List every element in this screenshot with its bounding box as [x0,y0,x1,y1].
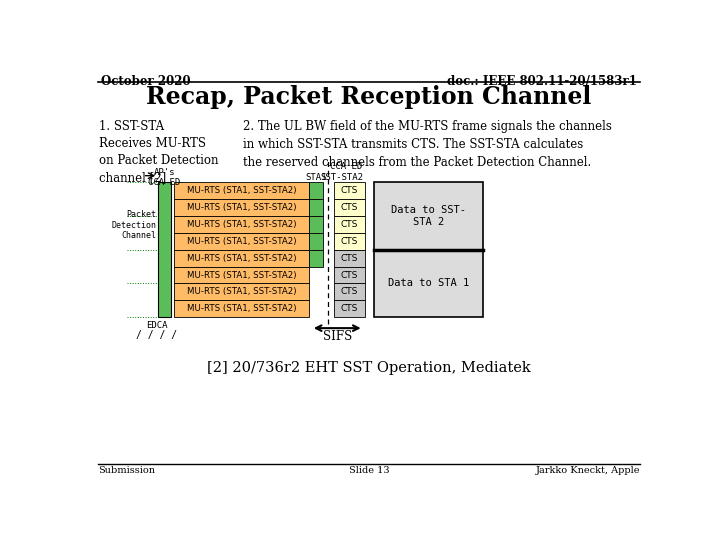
Text: CTS: CTS [341,237,359,246]
Text: MU-RTS (STA1, SST-STA2): MU-RTS (STA1, SST-STA2) [186,305,296,313]
Bar [334,267,365,284]
Text: [2] 20/736r2 EHT SST Operation, Mediatek: [2] 20/736r2 EHT SST Operation, Mediatek [207,361,531,375]
Text: SST-STA2: SST-STA2 [320,173,364,181]
Text: Data to STA 1: Data to STA 1 [388,279,469,288]
Text: MU-RTS (STA1, SST-STA2): MU-RTS (STA1, SST-STA2) [186,202,296,212]
Text: EDCA: EDCA [146,321,167,330]
Text: CTS: CTS [341,271,359,280]
Bar [174,267,310,284]
Text: CTS: CTS [341,220,359,229]
Text: Jarkko Kneckt, Apple: Jarkko Kneckt, Apple [536,466,640,475]
Text: MU-RTS (STA1, SST-STA2): MU-RTS (STA1, SST-STA2) [186,287,296,296]
Bar [334,199,365,215]
Text: Data to SST-
STA 2: Data to SST- STA 2 [391,205,466,226]
Bar [310,249,323,267]
Text: / / / /: / / / / [136,330,177,340]
Bar [334,182,365,199]
Text: October 2020: October 2020 [101,75,191,88]
Text: STA1: STA1 [305,173,327,181]
Bar [174,300,310,318]
Text: CTS: CTS [341,254,359,262]
Text: CTS: CTS [341,202,359,212]
Text: MU-RTS (STA1, SST-STA2): MU-RTS (STA1, SST-STA2) [186,254,296,262]
Text: MU-RTS (STA1, SST-STA2): MU-RTS (STA1, SST-STA2) [186,271,296,280]
Text: Submission: Submission [98,466,155,475]
Text: CTS: CTS [341,305,359,313]
Text: CCA ED: CCA ED [330,162,363,171]
Bar [174,182,310,199]
Text: MU-RTS (STA1, SST-STA2): MU-RTS (STA1, SST-STA2) [186,237,296,246]
Bar [334,284,365,300]
Bar [334,300,365,318]
Text: SIFS: SIFS [323,330,352,343]
Text: doc.: IEEE 802.11-20/1583r1: doc.: IEEE 802.11-20/1583r1 [447,75,637,88]
Bar [174,284,310,300]
Text: CTS: CTS [341,186,359,195]
Text: MU-RTS (STA1, SST-STA2): MU-RTS (STA1, SST-STA2) [186,186,296,195]
Bar [334,215,365,233]
Bar [374,249,483,318]
Text: AP's
CCA ED: AP's CCA ED [148,168,181,187]
Text: MU-RTS (STA1, SST-STA2): MU-RTS (STA1, SST-STA2) [186,220,296,229]
Text: Recap, Packet Reception Channel: Recap, Packet Reception Channel [146,85,592,109]
Bar [310,199,323,215]
Bar [334,249,365,267]
Bar [174,249,310,267]
Text: Slide 13: Slide 13 [348,466,390,475]
Text: Packet
Detection
Channel: Packet Detection Channel [112,210,157,240]
Text: CTS: CTS [341,287,359,296]
Bar [310,233,323,249]
Bar [174,233,310,249]
Bar [374,182,483,249]
Bar [334,233,365,249]
Bar [174,199,310,215]
Bar [310,182,323,199]
Bar [174,215,310,233]
Text: 1. SST-STA
Receives MU-RTS
on Packet Detection
channel [2]: 1. SST-STA Receives MU-RTS on Packet Det… [99,120,219,184]
Bar [158,182,171,318]
Bar [310,215,323,233]
Text: 2. The UL BW field of the MU-RTS frame signals the channels
in which SST-STA tra: 2. The UL BW field of the MU-RTS frame s… [243,120,612,169]
